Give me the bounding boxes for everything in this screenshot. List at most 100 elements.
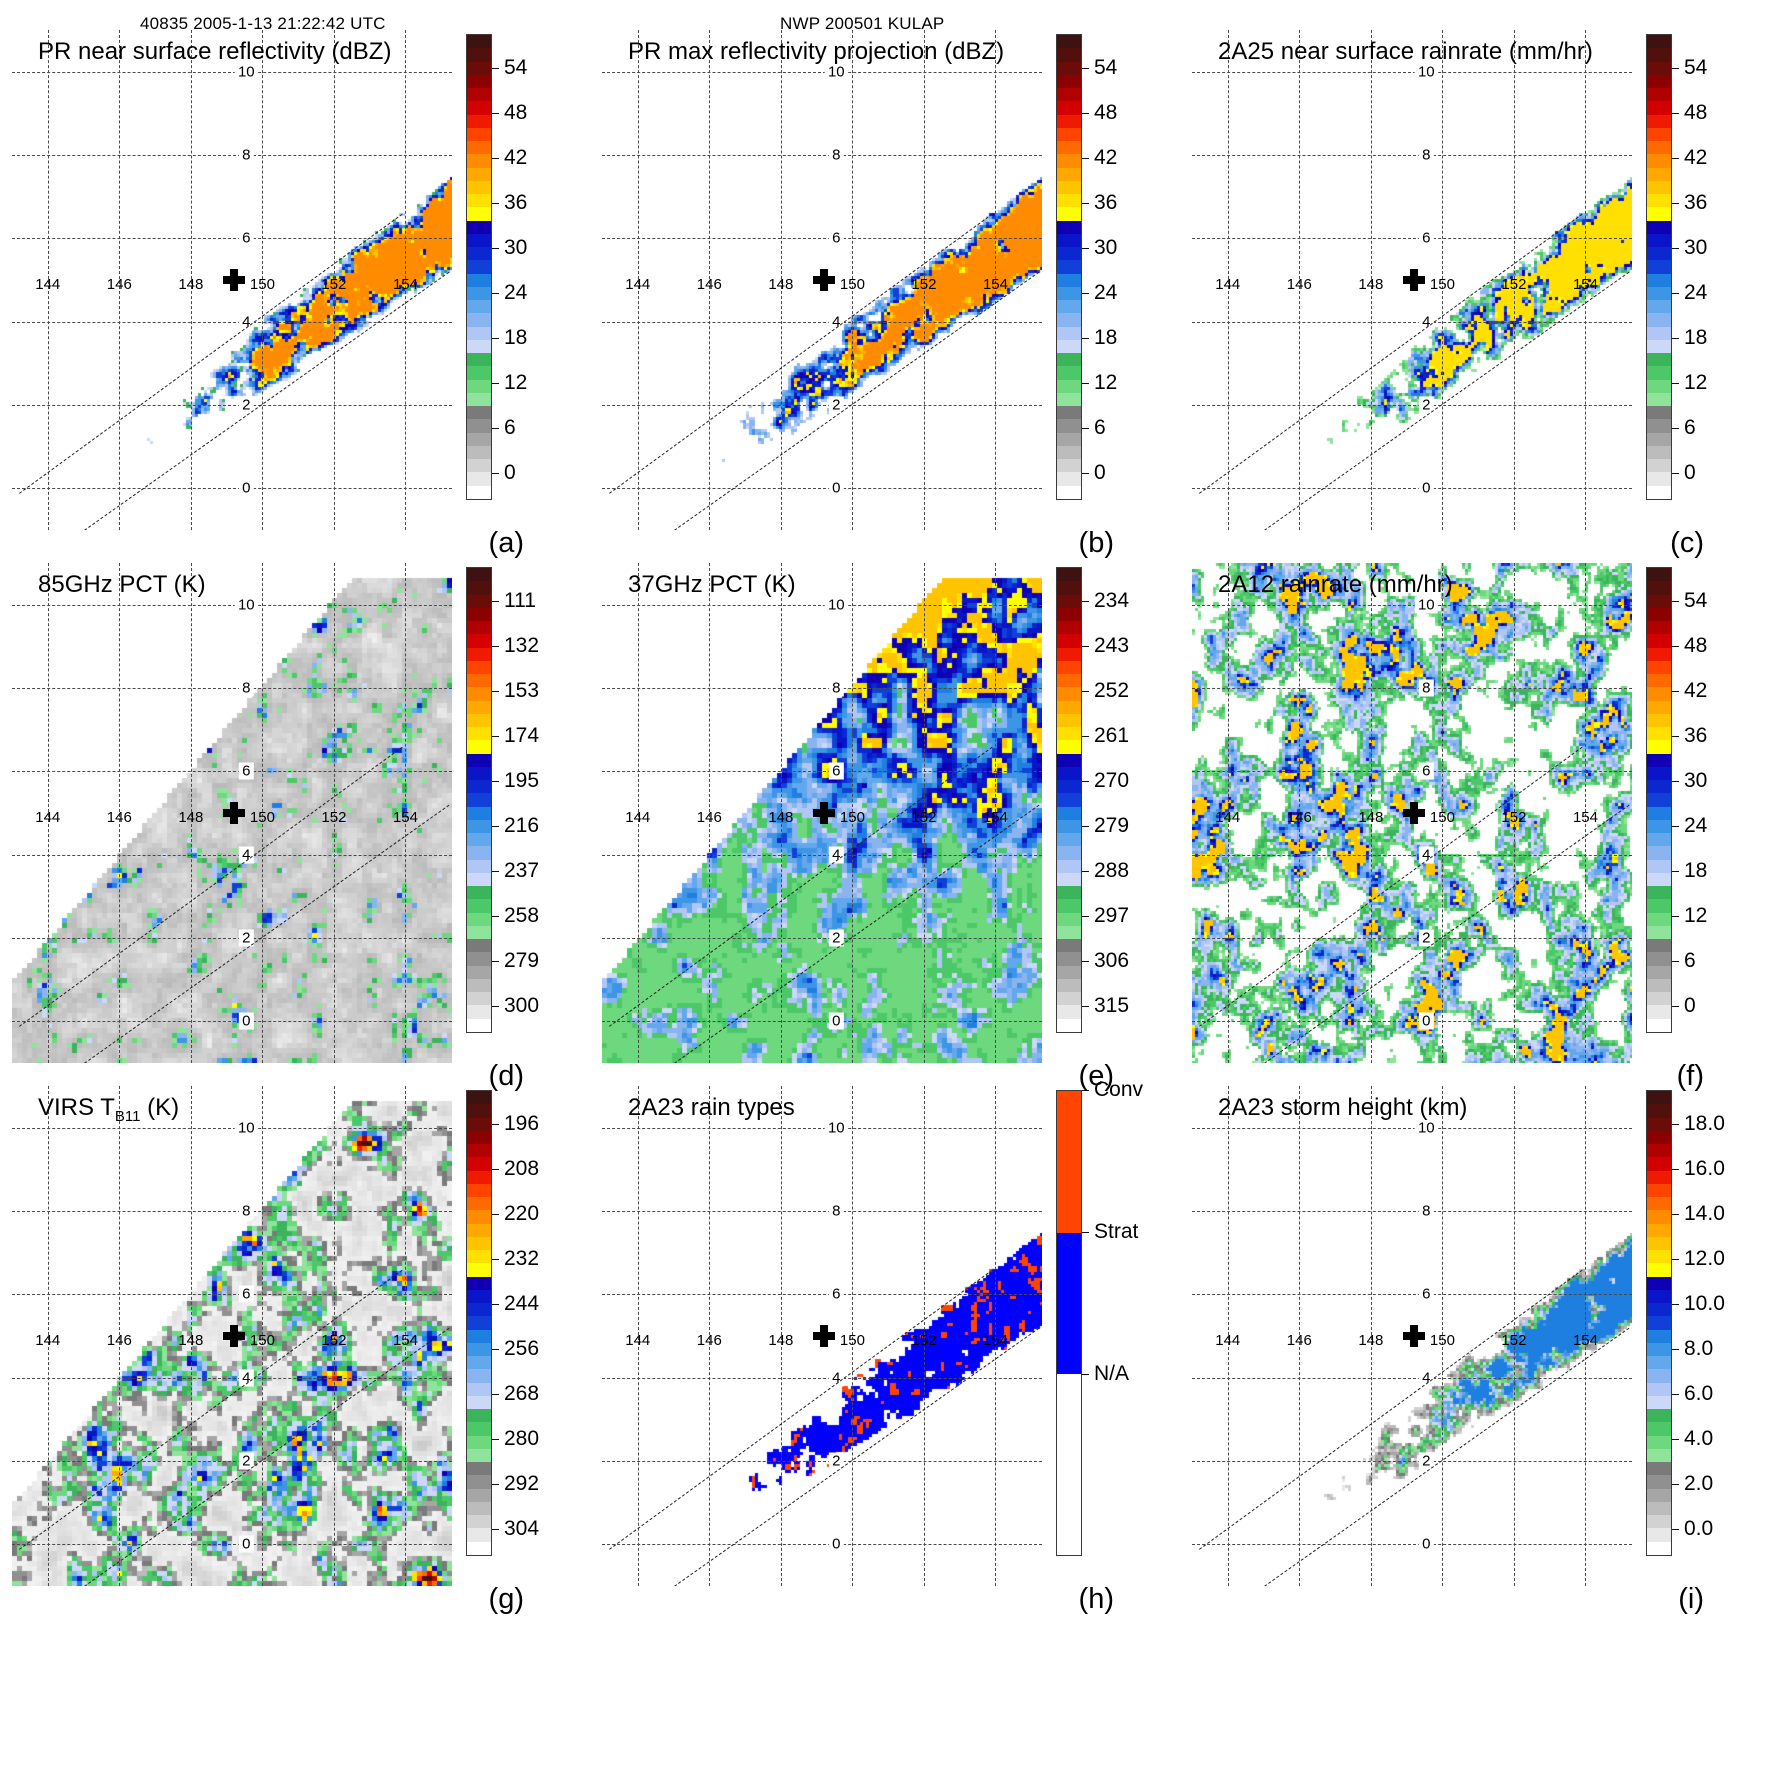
- colorbar-segment: [467, 114, 491, 128]
- map-area-h[interactable]: 144 146 148 150 152 154 0 2 4 6 8 10: [602, 1086, 1042, 1586]
- colorbar-segment: [1057, 740, 1081, 754]
- panel-title-b: PR max reflectivity projection (dBZ): [628, 38, 1005, 65]
- map-area-e[interactable]: 144 146 148 150 152 154 0 2 4 6 8 10: [602, 563, 1042, 1063]
- longitude-tick-label: 148: [1358, 808, 1384, 826]
- gridline-longitude: [1370, 1086, 1372, 1586]
- colorbar-segment: [467, 978, 491, 992]
- colorbar-tick: [1082, 293, 1089, 295]
- gridline-latitude: [1192, 771, 1632, 773]
- colorbar-label: 216: [504, 814, 540, 838]
- latitude-tick-label: 10: [234, 596, 258, 614]
- colorbar-segment: [467, 1091, 491, 1105]
- colorbar-segment: [1057, 912, 1081, 926]
- colorbar-segment: [467, 1395, 491, 1409]
- colorbar-segment: [1057, 459, 1081, 473]
- longitude-tick-label: 144: [625, 808, 651, 826]
- gridline-longitude: [1442, 30, 1444, 530]
- colorbar-label: 54: [1094, 56, 1118, 80]
- colorbar-segment: [467, 687, 491, 701]
- colorbar-segment: [1057, 886, 1081, 900]
- gridline-latitude: [12, 1211, 452, 1212]
- map-area-i[interactable]: 144 146 148 150 152 154 0 2 4 6 8 10: [1192, 1086, 1632, 1586]
- colorbar-segment: [467, 594, 491, 608]
- colorbar-h: Conv Strat N/A: [1056, 1078, 1156, 1590]
- center-cross-marker: [222, 269, 245, 291]
- colorbar-tick: [1082, 158, 1089, 160]
- latitude-tick-label: 10: [824, 596, 848, 614]
- panel-letter-h: (h): [1078, 1583, 1114, 1615]
- colorbar-segment: [467, 1210, 491, 1224]
- colorbar-segment: [467, 1157, 491, 1171]
- colorbar-segment: [1647, 35, 1671, 49]
- colorbar-segment: [467, 485, 491, 499]
- colorbar-label: 36: [1684, 191, 1708, 215]
- gridline-latitude: [602, 854, 1042, 856]
- colorbar-label: 54: [1684, 589, 1708, 613]
- longitude-tick-label: 144: [625, 275, 651, 293]
- map-area-a[interactable]: 144 146 148 150 152 154 0 2 4 6 8 10: [12, 30, 452, 530]
- latitude-tick-label: 8: [829, 1202, 844, 1220]
- map-area-d[interactable]: 144 146 148 150 152 154 0 2 4 6 8 10: [12, 563, 452, 1063]
- colorbar-segment: [1057, 1374, 1081, 1555]
- colorbar-segment: [1647, 806, 1671, 820]
- colorbar-segment: [1647, 568, 1671, 582]
- map-area-g[interactable]: 144 146 148 150 152 154 0 2 4 6 8 10: [12, 1086, 452, 1586]
- colorbar-segment: [1057, 925, 1081, 939]
- colorbar-segment: [1647, 740, 1671, 754]
- colorbar-label: 292: [504, 1472, 540, 1496]
- colorbar-i: 18.0 16.0 14.0 12.0 10.0 8.0 6.0 4.0 2.0 0.0: [1646, 1090, 1746, 1590]
- colorbar-tick: [1082, 113, 1089, 115]
- latitude-tick-label: 0: [829, 479, 844, 497]
- center-cross-marker: [222, 802, 245, 824]
- longitude-tick-label: 152: [911, 808, 937, 826]
- colorbar-segment: [1647, 48, 1671, 62]
- colorbar-segment: [1057, 727, 1081, 741]
- map-area-c[interactable]: 144 146 148 150 152 154 0 2 4 6 8 10: [1192, 30, 1632, 530]
- colorbar-segment: [1057, 101, 1081, 115]
- longitude-tick-label: 144: [35, 808, 61, 826]
- gridline-longitude: [262, 1086, 264, 1586]
- longitude-tick-label: 150: [839, 275, 865, 293]
- map-area-b[interactable]: 144 146 148 150 152 154 0 2 4 6 8 10: [602, 30, 1042, 530]
- longitude-tick-label: 152: [1501, 808, 1527, 826]
- colorbar-segment: [1057, 793, 1081, 807]
- colorbar-segment: [467, 154, 491, 168]
- latitude-tick-label: 4: [829, 846, 844, 864]
- colorbar-segment: [467, 286, 491, 300]
- colorbar-segment: [467, 819, 491, 833]
- colorbar-segment: [467, 48, 491, 62]
- latitude-tick-label: 8: [239, 1202, 254, 1220]
- latitude-tick-label: 6: [239, 1285, 254, 1303]
- longitude-tick-label: 152: [1501, 275, 1527, 293]
- colorbar-segment: [1647, 713, 1671, 727]
- colorbar-segment: [1647, 1409, 1671, 1423]
- latitude-tick-label: 4: [829, 313, 844, 331]
- longitude-tick-label: 144: [35, 1331, 61, 1349]
- longitude-tick-label: 144: [35, 275, 61, 293]
- longitude-tick-label: 152: [911, 1331, 937, 1349]
- colorbar-segment: [467, 392, 491, 406]
- panel-title-g: VIRS TB11 (K): [38, 1094, 180, 1125]
- latitude-tick-label: 2: [829, 396, 844, 414]
- colorbar-label: 24: [1684, 814, 1708, 838]
- map-area-f[interactable]: 144 146 148 150 152 154 0 2 4 6 8 10: [1192, 563, 1632, 1063]
- colorbar-tick: [492, 473, 499, 475]
- colorbar-tick: [1082, 871, 1089, 873]
- colorbar-segment: [1647, 101, 1671, 115]
- colorbar-segment: [467, 713, 491, 727]
- colorbar-label: 244: [504, 1292, 540, 1316]
- colorbar-segment: [1647, 406, 1671, 420]
- colorbar-segment: [1647, 1369, 1671, 1383]
- latitude-tick-label: 6: [829, 229, 844, 247]
- colorbar-tick: [1672, 646, 1679, 648]
- colorbar-label: 288: [1094, 859, 1130, 883]
- colorbar-segment: [1647, 886, 1671, 900]
- latitude-tick-label: 0: [1419, 1535, 1434, 1553]
- gridline-longitude: [637, 30, 639, 530]
- colorbar-gradient-g: [466, 1090, 492, 1556]
- colorbar-segment: [1057, 207, 1081, 221]
- longitude-tick-label: 152: [911, 275, 937, 293]
- colorbar-tick: [1082, 203, 1089, 205]
- colorbar-segment: [1647, 899, 1671, 913]
- colorbar-label: 2.0: [1684, 1472, 1714, 1496]
